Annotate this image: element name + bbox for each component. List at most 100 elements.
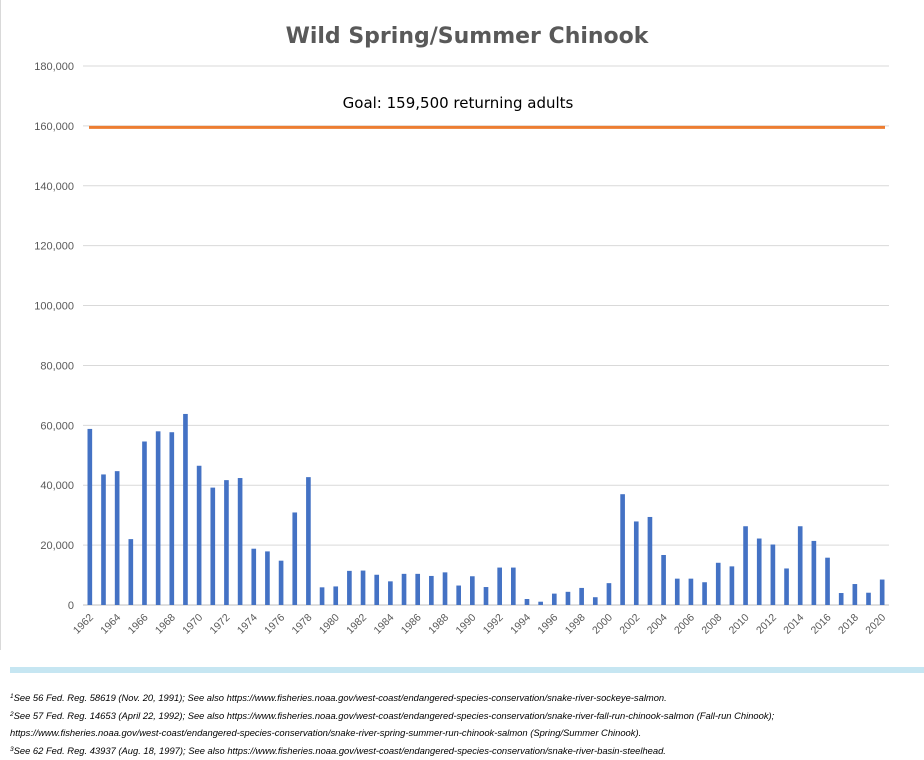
x-tick-label: 1972	[208, 612, 233, 637]
bar	[606, 583, 612, 605]
bar	[784, 568, 789, 605]
x-tick-label: 1994	[508, 612, 533, 637]
goal-label: Goal: 159,500 returning adults	[343, 94, 574, 112]
bar	[470, 576, 475, 605]
bar	[674, 578, 680, 605]
footnote-text: See 57 Fed. Reg. 14653 (April 22, 1992);…	[13, 710, 775, 721]
bar	[661, 554, 666, 605]
bar	[114, 471, 120, 605]
section-divider	[10, 667, 924, 673]
goal-line-group: Goal: 159,500 returning adults	[89, 94, 885, 129]
bar	[497, 567, 502, 605]
bar	[415, 573, 421, 605]
x-tick-label: 2018	[836, 612, 861, 637]
bar	[265, 551, 270, 605]
bar	[456, 585, 462, 605]
bar	[278, 560, 284, 605]
chart-panel: Wild Spring/Summer Chinook 0 20,000 40,000…	[0, 0, 889, 650]
bar	[811, 540, 817, 605]
bar	[825, 557, 830, 605]
x-tick-label: 2012	[754, 612, 779, 637]
bar	[292, 512, 298, 605]
bar	[429, 575, 434, 605]
bar	[155, 431, 161, 605]
x-tick-label: 2016	[809, 612, 834, 637]
x-tick-label: 1984	[371, 612, 396, 637]
x-tick-label: 1970	[180, 612, 205, 637]
footnote-text: See 62 Fed. Reg. 43937 (Aug. 18, 1997); …	[13, 745, 666, 756]
y-tick-label: 80,000	[40, 360, 74, 372]
x-tick-label: 2006	[672, 612, 697, 637]
bar	[128, 539, 134, 605]
bar	[592, 597, 598, 605]
x-axis-ticks: 1962 1964 1966 1968 1970 1972 1974 1976 1978 1980…	[71, 612, 888, 637]
x-tick-label: 1974	[235, 612, 260, 637]
x-tick-label: 1968	[153, 612, 178, 637]
bar	[770, 544, 776, 605]
x-tick-label: 1992	[481, 612, 506, 637]
x-tick-label: 2008	[699, 612, 724, 637]
gridlines	[83, 65, 889, 606]
y-tick-label: 60,000	[40, 420, 74, 432]
bar	[142, 441, 147, 605]
bar	[797, 526, 803, 605]
x-tick-label: 2014	[781, 612, 806, 637]
bar	[633, 521, 639, 605]
bars	[87, 413, 885, 605]
bar	[715, 562, 721, 605]
bar	[866, 592, 871, 605]
footnote-mark: 3	[10, 746, 14, 753]
y-tick-label: 120,000	[34, 241, 74, 253]
bar	[565, 591, 571, 605]
bar	[647, 516, 653, 605]
x-tick-label: 1998	[563, 612, 588, 637]
bar	[101, 474, 106, 605]
bar	[251, 548, 257, 605]
bar	[306, 477, 311, 605]
bar	[743, 526, 748, 605]
bar	[879, 579, 885, 605]
x-tick-label: 1976	[262, 612, 287, 637]
x-tick-label: 2002	[617, 612, 642, 637]
footnote-3: 3See 62 Fed. Reg. 43937 (Aug. 18, 1997);…	[10, 741, 915, 759]
x-tick-label: 1982	[344, 612, 369, 637]
x-tick-label: 2004	[645, 612, 670, 637]
bar	[620, 494, 625, 605]
bar	[729, 566, 735, 605]
bar	[688, 578, 694, 605]
y-tick-label: 140,000	[34, 181, 74, 193]
x-tick-label: 1980	[317, 612, 342, 637]
bar	[538, 601, 543, 605]
bar	[483, 587, 489, 605]
footnote-mark: 2	[10, 711, 14, 718]
footnote-text: https://www.fisheries.noaa.gov/west-coas…	[10, 727, 642, 738]
y-tick-label: 160,000	[34, 121, 74, 133]
y-tick-label: 40,000	[40, 480, 74, 492]
x-tick-label: 2020	[863, 612, 888, 637]
bar	[551, 593, 557, 605]
x-tick-label: 1988	[426, 612, 451, 637]
y-tick-label: 0	[68, 600, 74, 612]
bar	[169, 432, 175, 605]
footnote-2-continued: https://www.fisheries.noaa.gov/west-coas…	[10, 724, 915, 741]
x-tick-label: 2010	[727, 612, 752, 637]
y-tick-label: 20,000	[40, 540, 74, 552]
bar	[838, 593, 844, 605]
bar	[224, 480, 229, 605]
x-tick-label: 1990	[453, 612, 478, 637]
bar	[87, 428, 93, 605]
x-tick-label: 1978	[290, 612, 315, 637]
y-axis-ticks: 0 20,000 40,000 60,000 80,000 100,000 120,000 1…	[34, 61, 74, 612]
y-tick-label: 100,000	[34, 301, 74, 313]
x-tick-label: 1962	[71, 612, 96, 637]
bar	[852, 584, 858, 605]
bar	[388, 581, 393, 605]
y-tick-label: 180,000	[34, 61, 74, 73]
bar	[374, 574, 380, 605]
chart-title: Wild Spring/Summer Chinook	[286, 24, 650, 49]
bar	[401, 573, 407, 605]
bar	[756, 538, 762, 605]
bar	[347, 570, 352, 605]
bar	[702, 582, 707, 605]
footnote-2: 2See 57 Fed. Reg. 14653 (April 22, 1992)…	[10, 706, 915, 724]
